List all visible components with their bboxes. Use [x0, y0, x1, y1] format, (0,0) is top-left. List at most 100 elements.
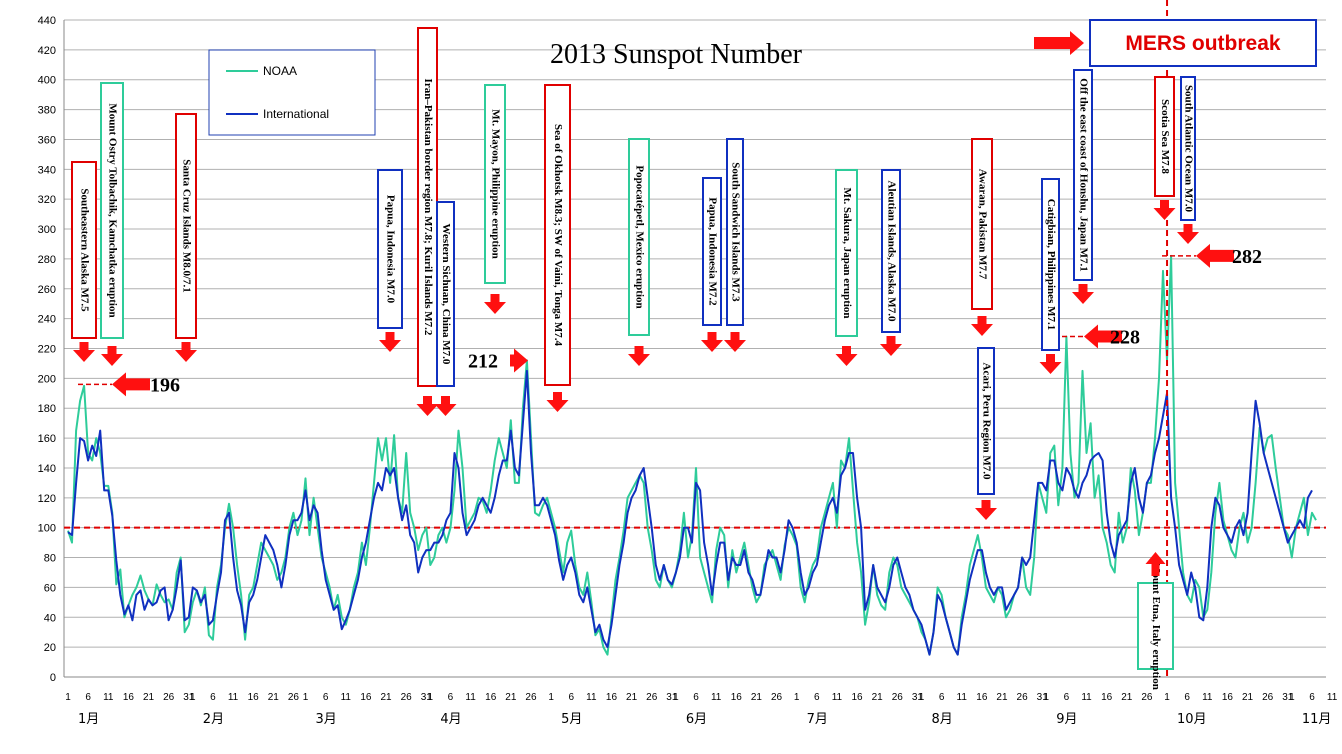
x-tick-label: 26	[288, 692, 300, 703]
event-label: Off the east coast of Honshu, Japan M7.1	[1077, 78, 1089, 271]
event-label: Mount Etna, Italy eruption	[1150, 562, 1162, 690]
x-tick-label: 16	[851, 692, 863, 703]
x-tick-label: 1	[190, 692, 196, 703]
x-tick-label: 6	[1184, 692, 1190, 703]
x-tick-label: 31	[1282, 692, 1294, 703]
x-tick-label: 11	[1081, 692, 1092, 703]
month-labels: 1月2月3月4月5月6月7月8月9月10月11月12月	[78, 712, 1332, 727]
event-arrow	[379, 332, 401, 352]
y-tick-label: 420	[38, 45, 56, 57]
y-tick-label: 200	[38, 373, 56, 385]
peak-label: 282	[1232, 246, 1262, 268]
event-box	[71, 161, 97, 339]
x-tick-label: 16	[360, 692, 372, 703]
event-arrow	[975, 500, 997, 520]
x-tick-label: 6	[693, 692, 699, 703]
x-tick-label: 11	[832, 692, 843, 703]
x-tick-label: 16	[1222, 692, 1234, 703]
event-box	[100, 82, 124, 339]
peak-label: 196	[150, 374, 180, 396]
x-tick-label: 16	[1101, 692, 1113, 703]
event-label: Papua, Indonesia M7.0	[384, 195, 396, 304]
event-arrow	[724, 332, 746, 352]
month-label: 9月	[1056, 712, 1077, 727]
event-box	[977, 347, 995, 495]
peak-label: 228	[1110, 327, 1140, 349]
x-tick-label: 31	[666, 692, 678, 703]
event-arrow	[880, 336, 902, 356]
y-tick-label: 0	[50, 672, 56, 684]
event-arrow	[73, 342, 95, 362]
x-tick-label: 6	[1309, 692, 1315, 703]
series-line-international	[67, 369, 1313, 656]
y-tick-label: 140	[38, 463, 56, 475]
x-tick-label: 6	[939, 692, 945, 703]
x-tick-label: 6	[323, 692, 329, 703]
x-tick-label: 26	[525, 692, 537, 703]
event-box	[1154, 76, 1175, 197]
event-box	[1137, 582, 1174, 670]
x-tick-label: 26	[771, 692, 783, 703]
event-box	[726, 138, 744, 326]
x-tick-label: 6	[1064, 692, 1070, 703]
y-tick-label: 300	[38, 224, 56, 236]
x-tick-label: 11	[1202, 692, 1213, 703]
event-arrow	[701, 332, 723, 352]
annotations: MERS outbreak 196 212 228 282 Southeastern Al…	[71, 0, 1317, 690]
x-tick-label: 21	[380, 692, 392, 703]
month-label: 5月	[561, 712, 582, 727]
event-box	[175, 113, 197, 339]
x-tick-label: 11	[586, 692, 597, 703]
x-tick-label: 21	[1242, 692, 1254, 703]
event-arrow	[1072, 284, 1094, 304]
event-label: Mt. Sakura, Japan eruption	[841, 187, 853, 318]
x-tick-label: 1	[673, 692, 679, 703]
month-label: 1月	[78, 712, 99, 727]
x-tick-label: 11	[1327, 692, 1338, 703]
x-tick-label: 31	[421, 692, 433, 703]
event-label: Papua, Indonesia M7.2	[706, 197, 718, 306]
x-tick-label: 11	[228, 692, 239, 703]
event-box	[835, 169, 858, 337]
x-tick-label: 6	[568, 692, 574, 703]
event-arrow	[175, 342, 197, 362]
month-label: 11月	[1302, 712, 1332, 727]
x-tick-label: 11	[103, 692, 114, 703]
x-tick-label: 16	[248, 692, 260, 703]
legend-box	[208, 49, 376, 136]
x-tick-label: 21	[996, 692, 1008, 703]
event-box	[436, 201, 455, 387]
event-label: Acari, Peru Region M7.0	[980, 363, 992, 480]
event-label: Aleutian Islands, Alaska M7.0	[885, 181, 897, 322]
event-label: Mt. Mayon, Philippine eruption	[489, 109, 501, 258]
x-tick-label: 21	[1121, 692, 1133, 703]
x-tick-label: 16	[731, 692, 743, 703]
series-lines	[67, 254, 1317, 656]
month-label: 10月	[1177, 712, 1207, 727]
x-tick-label: 6	[210, 692, 216, 703]
event-arrow	[628, 346, 650, 366]
y-tick-label: 80	[44, 553, 56, 565]
event-arrow	[434, 396, 457, 416]
peak-arrow	[510, 348, 528, 373]
grid-lines	[63, 19, 1326, 678]
event-arrow	[546, 392, 569, 412]
x-tick-label: 26	[646, 692, 658, 703]
y-tick-label: 400	[38, 75, 56, 87]
event-label: Scotia Sea M7.8	[1159, 99, 1171, 174]
event-box	[484, 84, 506, 284]
y-tick-label: 40	[44, 612, 56, 624]
x-tick-label: 11	[341, 692, 352, 703]
event-box	[971, 138, 993, 310]
x-tick-label: 21	[143, 692, 155, 703]
x-tick-label: 6	[814, 692, 820, 703]
event-arrow	[484, 294, 506, 314]
event-label: Mount Ostry Tolbachik, Kamchatka eruptio…	[106, 103, 118, 317]
x-tick-label: 21	[268, 692, 280, 703]
x-tick-label: 26	[1017, 692, 1029, 703]
mers-arrow	[1034, 31, 1084, 55]
x-tick-label: 11	[465, 692, 476, 703]
peak-arrow	[112, 372, 150, 397]
month-label: 4月	[440, 712, 461, 727]
